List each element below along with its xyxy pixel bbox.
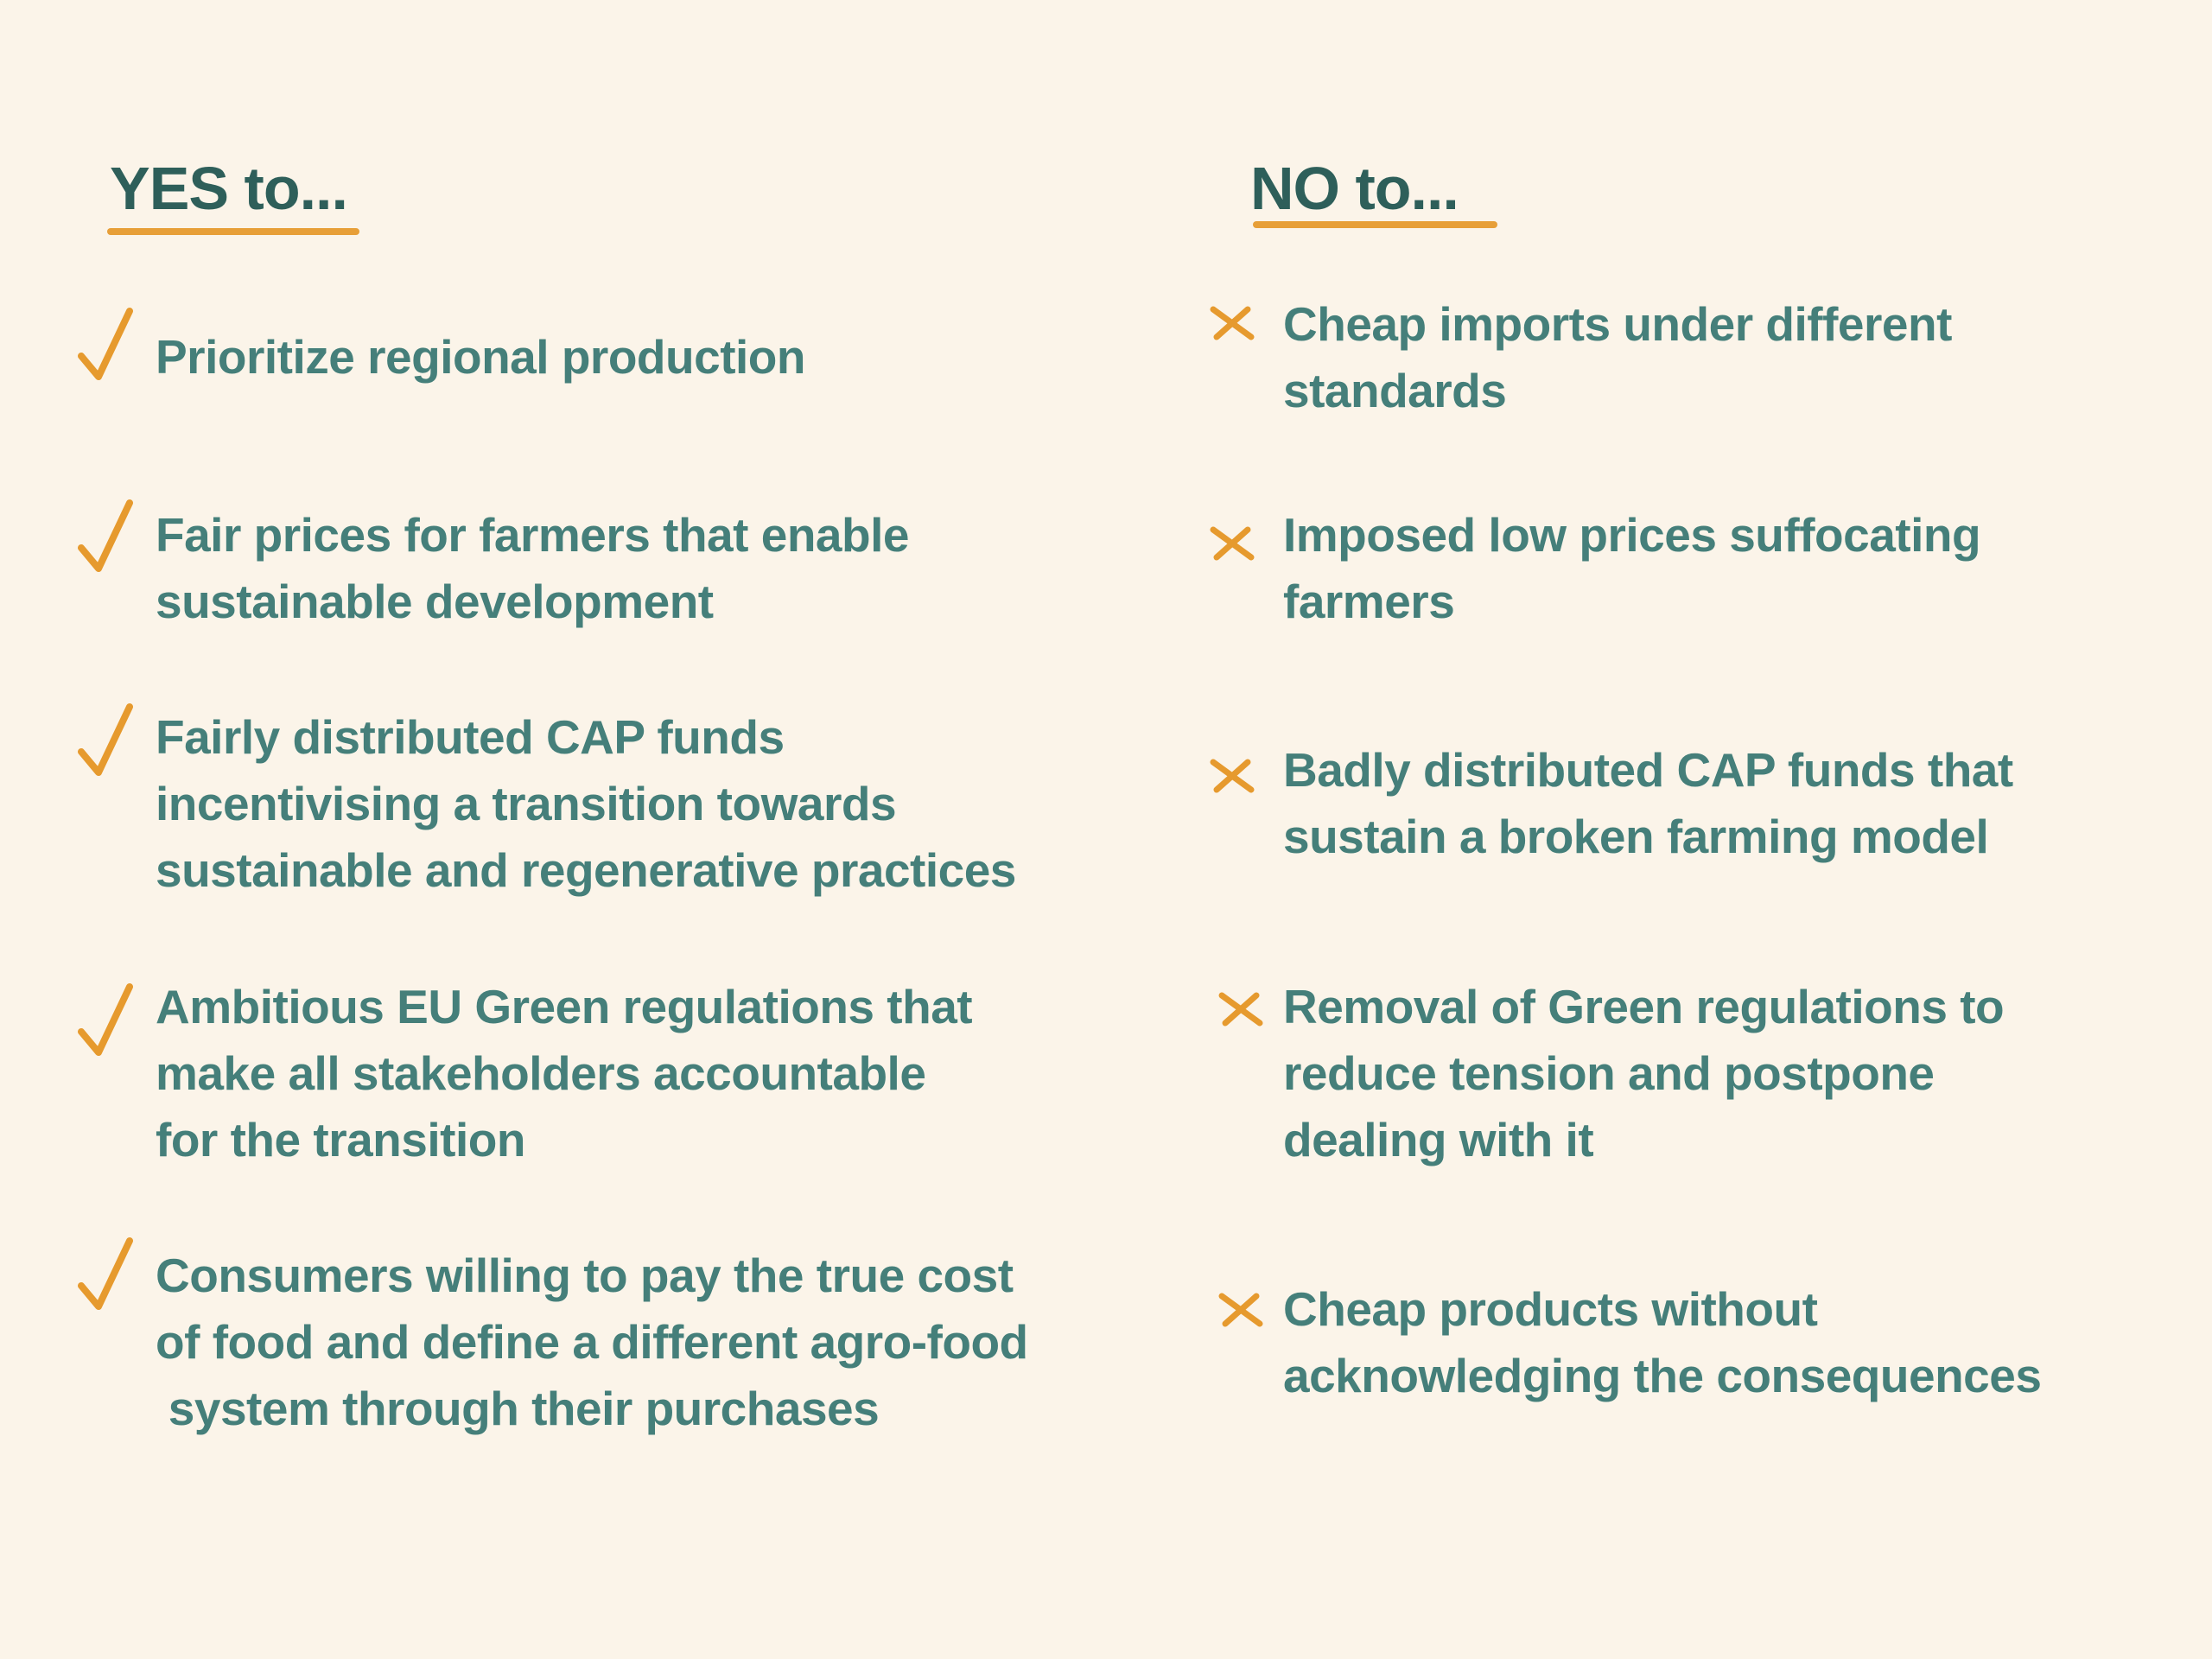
item-line: farmers xyxy=(1283,575,1455,628)
no-item-text: Cheap imports under different standards xyxy=(1283,291,1952,424)
item-line: Fairly distributed CAP funds xyxy=(156,710,785,764)
yes-item-text: Ambitious EU Green regulations that make… xyxy=(156,974,973,1173)
no-item-text: Imposed low prices suffocating farmers xyxy=(1283,502,1981,635)
check-icon xyxy=(78,703,133,776)
check-icon xyxy=(78,308,133,380)
cross-icon xyxy=(1218,992,1263,1027)
check-icon xyxy=(78,499,133,572)
item-line: for the transition xyxy=(156,1113,525,1166)
check-icon xyxy=(78,1237,133,1310)
no-heading: NO to... xyxy=(1250,155,1459,222)
yes-item-text: Consumers willing to pay the true cost of… xyxy=(156,1243,1028,1442)
item-line: acknowledging the consequences xyxy=(1283,1349,2042,1402)
item-line: Imposed low prices suffocating xyxy=(1283,508,1981,562)
item-line: sustain a broken farming model xyxy=(1283,810,1989,863)
cross-icon xyxy=(1210,526,1255,561)
item-line: dealing with it xyxy=(1283,1113,1594,1166)
no-item-text: Cheap products without acknowledging the… xyxy=(1283,1276,2042,1409)
item-line: Removal of Green regulations to xyxy=(1283,980,2005,1033)
yes-heading-underline xyxy=(107,228,359,235)
item-line: Consumers willing to pay the true cost xyxy=(156,1249,1014,1302)
yes-item-text: Fair prices for farmers that enable sust… xyxy=(156,502,909,635)
item-line: sustainable and regenerative practices xyxy=(156,843,1016,897)
item-line: Cheap products without xyxy=(1283,1282,1818,1336)
yes-heading: YES to... xyxy=(110,155,348,222)
item-line: incentivising a transition towards xyxy=(156,777,897,830)
item-line: Ambitious EU Green regulations that xyxy=(156,980,973,1033)
cross-icon xyxy=(1218,1293,1263,1327)
cross-icon xyxy=(1210,306,1255,340)
item-line: Fair prices for farmers that enable xyxy=(156,508,909,562)
yes-item-text: Prioritize regional production xyxy=(156,324,806,391)
no-heading-underline xyxy=(1253,221,1497,228)
check-icon xyxy=(78,983,133,1056)
item-line: sustainable development xyxy=(156,575,714,628)
item-line: reduce tension and postpone xyxy=(1283,1046,1935,1100)
item-line: of food and define a different agro-food xyxy=(156,1315,1028,1369)
item-line: standards xyxy=(1283,364,1507,417)
no-item-text: Badly distributed CAP funds that sustain… xyxy=(1283,737,2013,870)
cross-icon xyxy=(1210,759,1255,793)
item-line: Badly distributed CAP funds that xyxy=(1283,743,2013,797)
item-line: Cheap imports under different xyxy=(1283,297,1952,351)
no-item-text: Removal of Green regulations to reduce t… xyxy=(1283,974,2005,1173)
item-line: Prioritize regional production xyxy=(156,330,806,384)
item-line: system through their purchases xyxy=(156,1382,880,1435)
item-line: make all stakeholders accountable xyxy=(156,1046,926,1100)
yes-item-text: Fairly distributed CAP funds incentivisi… xyxy=(156,704,1016,904)
